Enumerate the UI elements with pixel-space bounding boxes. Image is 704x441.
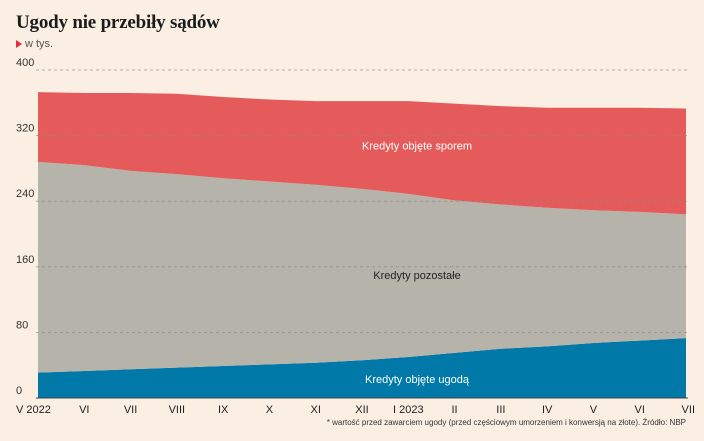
triangle-marker-icon (16, 40, 22, 48)
y-tick-label: 160 (16, 254, 34, 266)
y-tick-label: 240 (16, 188, 34, 200)
label-spor: Kredyty objęte sporem (362, 141, 472, 153)
area-pozostale (38, 161, 686, 373)
x-tick-label: II (452, 404, 458, 416)
footnote: * wartość przed zawarciem ugody (przed c… (326, 418, 686, 427)
x-tick-label: VI (635, 404, 645, 416)
x-tick-label: XII (355, 404, 368, 416)
x-tick-label: V (590, 404, 598, 416)
x-tick-label: XI (311, 404, 321, 416)
x-tick-label: I 2023 (393, 404, 424, 416)
x-tick-label: IX (218, 404, 229, 416)
gridlines (36, 69, 688, 333)
chart-title: Ugody nie przebiły sądów (16, 12, 220, 33)
y-tick-label: 320 (16, 123, 34, 135)
unit-label: w tys. (25, 38, 54, 50)
area-spor (38, 92, 686, 215)
x-tick-label: VII (682, 404, 695, 416)
x-tick-label: III (496, 404, 505, 416)
chart-subtitle: w tys. (16, 38, 53, 50)
area-ugoda (38, 338, 686, 398)
label-pozostale: Kredyty pozostałe (373, 270, 460, 282)
x-tick-label: VII (124, 404, 137, 416)
x-tick-label: V 2022 (16, 404, 51, 416)
y-tick-label: 0 (16, 385, 22, 397)
y-tick-label: 80 (16, 319, 28, 331)
label-ugoda: Kredyty objęte ugodą (365, 374, 470, 386)
y-tick-label: 400 (16, 57, 34, 69)
x-tick-label: IV (542, 404, 553, 416)
x-tick-label: VIII (169, 404, 186, 416)
areas (38, 92, 686, 398)
x-tick-label: VI (79, 404, 89, 416)
x-tick-label: X (266, 404, 274, 416)
